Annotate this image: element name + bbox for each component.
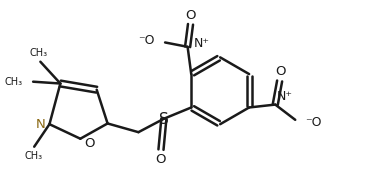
Text: O: O bbox=[275, 65, 285, 78]
Text: N: N bbox=[36, 118, 45, 131]
Text: O: O bbox=[85, 137, 95, 150]
Text: CH₃: CH₃ bbox=[25, 151, 42, 161]
Text: O: O bbox=[156, 153, 166, 166]
Text: N⁺: N⁺ bbox=[277, 90, 293, 103]
Text: CH₃: CH₃ bbox=[4, 77, 22, 87]
Text: ⁻O: ⁻O bbox=[305, 116, 322, 129]
Text: CH₃: CH₃ bbox=[30, 48, 48, 58]
Text: N⁺: N⁺ bbox=[194, 37, 210, 51]
Text: ⁻O: ⁻O bbox=[138, 34, 155, 47]
Text: O: O bbox=[185, 9, 196, 22]
Text: S: S bbox=[159, 112, 169, 127]
